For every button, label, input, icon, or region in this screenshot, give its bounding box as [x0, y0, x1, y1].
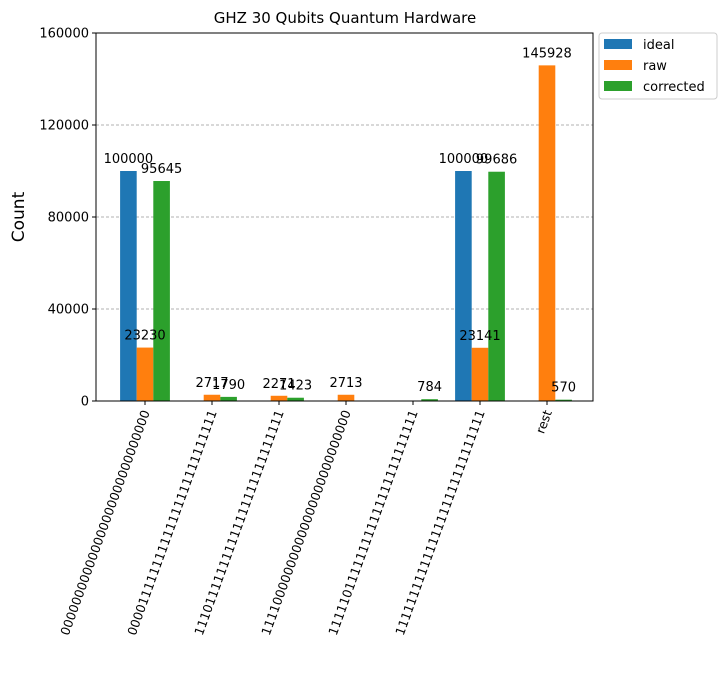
legend-label: raw [643, 59, 667, 74]
bar-value-label: 1423 [279, 379, 312, 394]
y-axis: 0 40000 80000 120000 160000 [39, 27, 96, 410]
bar-value-label: 784 [417, 380, 442, 395]
bar-value-label: 2717 [195, 376, 228, 391]
bar-corrected [220, 396, 237, 401]
legend-label: corrected [643, 80, 705, 95]
legend-swatch [604, 39, 632, 49]
bar-raw [203, 394, 221, 401]
bar-corrected [287, 397, 304, 401]
y-tick-label: 0 [81, 395, 89, 410]
bar-corrected [421, 399, 438, 401]
bar-value-label: 95645 [141, 162, 182, 177]
bar-value-label: 100000 [439, 152, 489, 167]
bar-ideal [455, 171, 472, 401]
bar-corrected [488, 171, 505, 401]
bar-corrected [153, 181, 170, 401]
bar-value-label: 2713 [329, 376, 362, 391]
y-tick-label: 80000 [48, 211, 89, 226]
x-tick-label: rest [533, 408, 555, 436]
bar-value-label: 99686 [476, 153, 517, 168]
y-tick-label: 120000 [39, 119, 89, 134]
y-tick-label: 40000 [48, 303, 89, 318]
bar-value-label: 100000 [104, 152, 154, 167]
legend: ideal raw corrected [598, 32, 718, 100]
bar-value-label: 1790 [212, 378, 245, 393]
y-axis-label: Count [9, 191, 29, 242]
bar-raw [136, 347, 154, 401]
bar-corrected [555, 399, 572, 401]
bar-value-label: 145928 [522, 46, 572, 61]
chart-title: GHZ 30 Qubits Quantum Hardware [214, 9, 476, 27]
bar-raw [337, 394, 355, 401]
legend-label: ideal [643, 38, 674, 53]
bar-raw [270, 395, 288, 401]
bar-value-label: 23141 [459, 329, 500, 344]
bar-raw [471, 347, 489, 401]
legend-swatch [604, 81, 632, 91]
bar-value-label: 23230 [124, 329, 165, 344]
bar-raw [538, 65, 556, 401]
x-axis: 0000000000000000000000000000000000111111… [57, 401, 555, 637]
bar-value-label: 2271 [262, 377, 295, 392]
data-labels: 100000 100000 23230 2717 2271 2713 23141 145928… [104, 46, 576, 395]
y-tick-label: 160000 [39, 27, 89, 42]
bar-ideal [120, 171, 137, 401]
legend-swatch [604, 60, 632, 70]
bar-value-label: 570 [551, 381, 576, 396]
bars [120, 65, 572, 401]
